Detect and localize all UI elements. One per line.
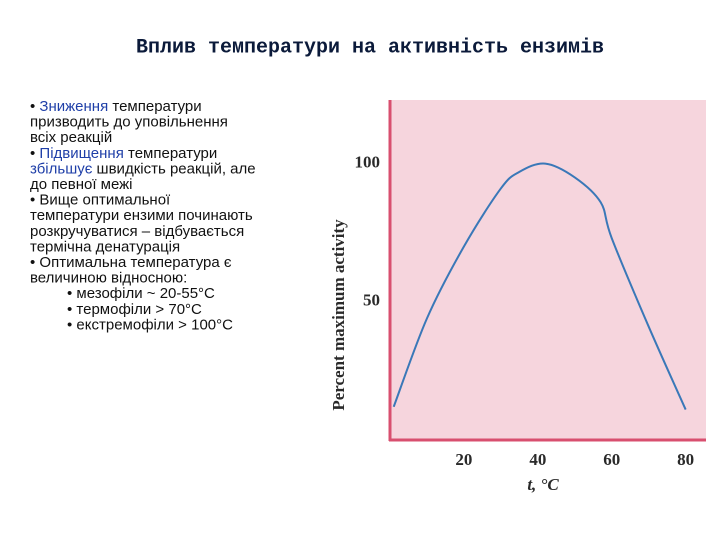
text-segment: розкручуватися – відбувається [30, 223, 244, 240]
x-axis-label: t, °C [527, 475, 559, 494]
text-segment: термічна денатурація [30, 238, 180, 255]
text-line: • Підвищення температури [30, 145, 217, 162]
text-segment: • [30, 98, 39, 115]
x-tick-label: 60 [603, 450, 620, 469]
text-line: • екстремофіли > 100°C [67, 316, 233, 333]
text-line: призводить до уповільнення [30, 114, 228, 131]
text-line: • Вище оптимальної [30, 192, 171, 209]
y-tick-label: 100 [355, 152, 381, 171]
text-segment: температури ензими починають [30, 207, 253, 224]
highlight-word: збільшує [30, 160, 93, 177]
text-line: всіх реакцій [30, 129, 112, 146]
text-segment: до певної межі [30, 176, 133, 193]
text-segment: температури [124, 145, 217, 162]
chart: 50 100 20 40 60 80 t, °C Percent maximum activi… [329, 100, 706, 494]
text-line: розкручуватися – відбувається [30, 223, 244, 240]
text-segment: • мезофіли ~ 20-55°C [67, 285, 215, 302]
text-segment: • екстремофіли > 100°C [67, 316, 233, 333]
plot-background [390, 100, 706, 440]
text-segment: температури [108, 98, 201, 115]
slide-title: Вплив температури на активність ензимів [136, 36, 604, 59]
text-line: збільшує швидкість реакцій, але [30, 160, 256, 177]
text-line: термічна денатурація [30, 238, 180, 255]
text-segment: величиною відносною: [30, 270, 187, 287]
text-segment: швидкість реакцій, але [92, 160, 255, 177]
text-segment: • термофіли > 70°C [67, 301, 202, 318]
text-line: до певної межі [30, 176, 133, 193]
text-segment: всіх реакцій [30, 129, 112, 146]
text-segment: • Оптимальна температура є [30, 254, 232, 271]
text-line: величиною відносною: [30, 270, 187, 287]
x-tick-label: 20 [455, 450, 472, 469]
text-line: • мезофіли ~ 20-55°C [67, 285, 215, 302]
text-segment: • [30, 145, 39, 162]
text-line: температури ензими починають [30, 207, 253, 224]
x-tick-label: 40 [529, 450, 546, 469]
y-tick-label: 50 [363, 291, 380, 310]
highlight-word: Зниження [39, 98, 108, 115]
highlight-word: Підвищення [39, 145, 123, 162]
text-segment: • Вище оптимальної [30, 192, 171, 209]
x-tick-label: 80 [677, 450, 694, 469]
text-line: • Оптимальна температура є [30, 254, 232, 271]
text-segment: призводить до уповільнення [30, 114, 228, 131]
text-line: • термофіли > 70°C [67, 301, 202, 318]
text-line: • Зниження температури [30, 98, 202, 115]
y-axis-label: Percent maximum activity [329, 219, 348, 411]
activity-line [392, 162, 687, 411]
